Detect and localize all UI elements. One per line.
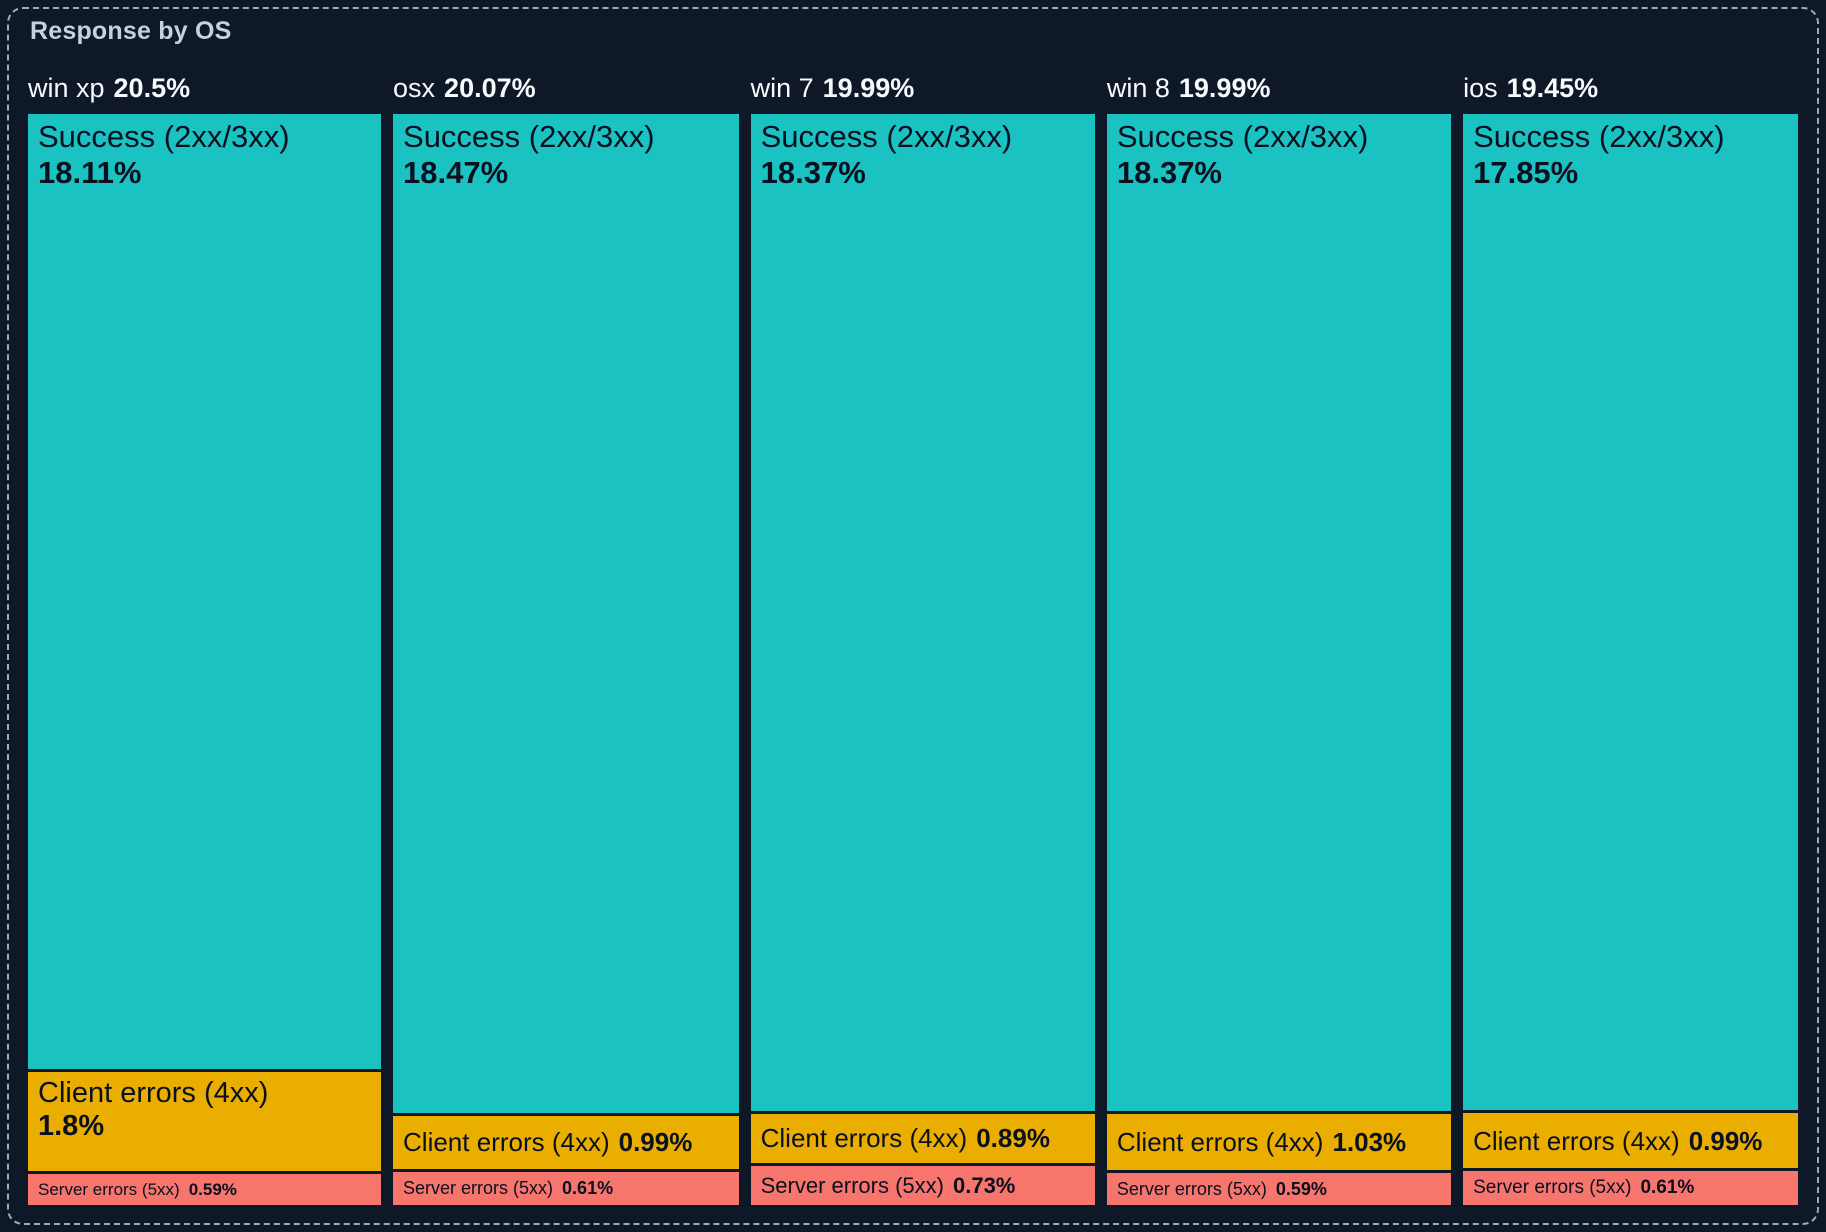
segment-label: Client errors (4xx) [1116, 1127, 1324, 1158]
segment-client-errors[interactable]: Client errors (4xx) 1.03% [1106, 1114, 1452, 1171]
segment-percent: 0.73% [952, 1172, 1016, 1198]
segment-percent: 0.99% [1688, 1125, 1763, 1156]
os-column-header: win 7 19.99% [751, 68, 1095, 114]
segment-percent: 18.37% [760, 154, 866, 190]
segment-server-errors[interactable]: Server errors (5xx) 0.73% [750, 1165, 1095, 1205]
segment-label: Success (2xx/3xx) [1473, 119, 1725, 154]
segment-label: Server errors (5xx) [403, 1178, 554, 1199]
os-column-osx: osx 20.07% Success (2xx/3xx) 18.47% Clie… [393, 68, 739, 1206]
os-segment-stack: Success (2xx/3xx) 18.47% Client errors (… [393, 114, 739, 1206]
os-segment-stack: Success (2xx/3xx) 18.37% Client errors (… [750, 114, 1095, 1205]
segment-client-errors[interactable]: Client errors (4xx) 1.8% [28, 1071, 382, 1172]
os-segment-stack: Success (2xx/3xx) 17.85% Client errors (… [1463, 114, 1799, 1205]
os-column-header: win 8 19.99% [1107, 68, 1451, 114]
segment-label: Server errors (5xx) [38, 1179, 180, 1199]
segment-client-errors[interactable]: Client errors (4xx) 0.89% [750, 1114, 1095, 1163]
os-name-label: osx [393, 73, 436, 103]
segment-label: Server errors (5xx) [760, 1172, 944, 1198]
os-name-label: win 7 [750, 73, 814, 103]
segment-success[interactable]: Success (2xx/3xx) 18.47% [393, 114, 739, 1113]
os-column-win-7: win 7 19.99% Success (2xx/3xx) 18.37% Cl… [750, 68, 1095, 1205]
segment-percent: 18.11% [38, 154, 142, 190]
os-total-percent: 20.5% [113, 73, 191, 103]
os-column-win-8: win 8 19.99% Success (2xx/3xx) 18.37% Cl… [1106, 68, 1452, 1205]
os-column-header: ios 19.45% [1463, 68, 1798, 114]
segment-server-errors[interactable]: Server errors (5xx) 0.59% [1106, 1173, 1452, 1205]
os-total-percent: 19.99% [822, 73, 915, 103]
page-title: Response by OS [30, 17, 232, 45]
segment-success[interactable]: Success (2xx/3xx) 18.37% [750, 114, 1095, 1112]
segment-label: Success (2xx/3xx) [1116, 119, 1369, 154]
segment-percent: 18.37% [1116, 154, 1222, 190]
segment-label: Server errors (5xx) [1473, 1177, 1632, 1199]
segment-server-errors[interactable]: Server errors (5xx) 0.59% [28, 1174, 382, 1205]
segment-percent: 0.61% [562, 1178, 614, 1199]
os-column-win-xp: win xp 20.5% Success (2xx/3xx) 18.11% Cl… [28, 68, 382, 1205]
segment-client-errors[interactable]: Client errors (4xx) 0.99% [393, 1115, 739, 1170]
os-segment-stack: Success (2xx/3xx) 18.11% Client errors (… [28, 114, 382, 1205]
segment-label: Client errors (4xx) [1473, 1125, 1680, 1156]
segment-percent: 0.99% [618, 1127, 693, 1158]
os-segment-stack: Success (2xx/3xx) 18.37% Client errors (… [1106, 114, 1452, 1205]
os-total-percent: 19.99% [1178, 73, 1271, 103]
os-name-label: win xp [28, 73, 105, 103]
segment-percent: 1.03% [1332, 1127, 1407, 1158]
segment-percent: 1.8% [38, 1110, 105, 1143]
segment-percent: 0.59% [1275, 1178, 1327, 1199]
os-total-percent: 19.45% [1506, 73, 1599, 103]
os-column-ios: ios 19.45% Success (2xx/3xx) 17.85% Clie… [1463, 68, 1799, 1205]
segment-percent: 17.85% [1473, 154, 1579, 190]
os-name-label: ios [1463, 73, 1498, 103]
os-total-percent: 20.07% [444, 73, 536, 103]
segment-label: Server errors (5xx) [1116, 1178, 1267, 1199]
segment-percent: 18.47% [403, 154, 509, 190]
segment-client-errors[interactable]: Client errors (4xx) 0.99% [1463, 1113, 1799, 1169]
segment-label: Success (2xx/3xx) [38, 119, 290, 154]
segment-server-errors[interactable]: Server errors (5xx) 0.61% [1463, 1171, 1799, 1205]
segment-success[interactable]: Success (2xx/3xx) 18.37% [1106, 114, 1452, 1112]
segment-server-errors[interactable]: Server errors (5xx) 0.61% [393, 1172, 739, 1206]
segment-success[interactable]: Success (2xx/3xx) 18.11% [28, 114, 382, 1069]
segment-label: Client errors (4xx) [760, 1123, 968, 1154]
segment-label: Client errors (4xx) [38, 1076, 269, 1109]
response-by-os-treemap: win xp 20.5% Success (2xx/3xx) 18.11% Cl… [28, 68, 1799, 1206]
segment-label: Client errors (4xx) [403, 1127, 610, 1158]
segment-percent: 0.59% [188, 1179, 237, 1199]
segment-percent: 0.89% [976, 1123, 1050, 1154]
segment-label: Success (2xx/3xx) [403, 119, 655, 154]
segment-success[interactable]: Success (2xx/3xx) 17.85% [1463, 114, 1799, 1111]
os-column-header: osx 20.07% [393, 68, 739, 114]
segment-percent: 0.61% [1640, 1177, 1695, 1199]
os-column-header: win xp 20.5% [28, 68, 381, 114]
segment-label: Success (2xx/3xx) [760, 119, 1013, 154]
os-name-label: win 8 [1106, 73, 1170, 103]
